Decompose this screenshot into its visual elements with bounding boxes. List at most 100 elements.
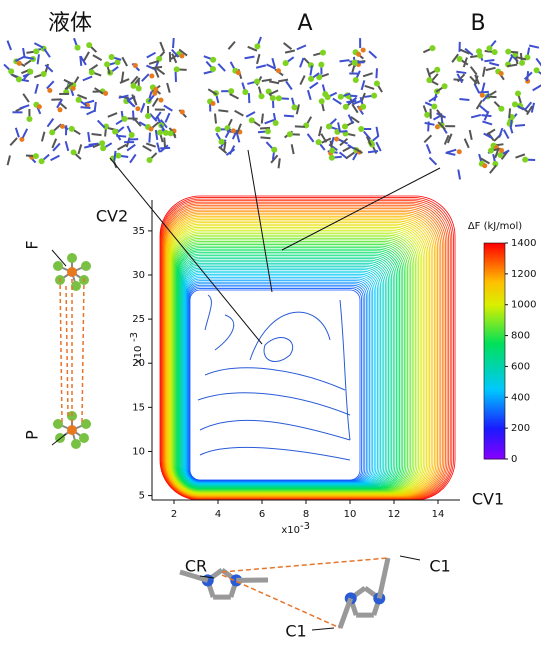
atom (505, 49, 511, 55)
atom (26, 116, 32, 122)
bond (292, 144, 294, 154)
atom (270, 95, 276, 101)
bond (52, 139, 56, 148)
atom (254, 43, 260, 49)
contour-line (187, 279, 372, 482)
contour-line (179, 254, 397, 488)
atom (131, 83, 137, 89)
bond (122, 72, 123, 82)
atom (265, 128, 271, 134)
bond (51, 156, 60, 161)
bond (470, 130, 472, 140)
contour-line (185, 273, 378, 484)
distance-line (60, 278, 62, 422)
atom (431, 104, 437, 110)
colorbar-tick-label: 800 (511, 331, 530, 342)
panel-label: 液体 (48, 11, 92, 36)
contour-line (185, 274, 376, 483)
atom (486, 45, 492, 51)
atom (47, 88, 52, 93)
bond (257, 54, 260, 64)
atom (76, 97, 82, 103)
bond (157, 143, 160, 153)
bond (23, 94, 29, 102)
bond (284, 43, 292, 49)
atom (17, 61, 22, 66)
atom (482, 163, 487, 168)
distance-line (66, 286, 68, 416)
atom (16, 76, 22, 82)
bond (142, 74, 149, 81)
contour-line (198, 393, 350, 415)
atom (442, 83, 448, 89)
atom (60, 124, 65, 129)
bond (256, 65, 266, 67)
bond (340, 598, 351, 628)
contour-line (181, 262, 389, 486)
contour-line (182, 265, 385, 485)
bond (427, 144, 431, 153)
distance-line (222, 575, 340, 628)
contour-line (264, 338, 293, 362)
bond (262, 114, 263, 124)
bond (286, 81, 292, 89)
atom (334, 137, 339, 142)
atom (112, 129, 118, 135)
atom (374, 81, 380, 87)
bond (527, 71, 528, 81)
bond (78, 144, 81, 154)
bond (484, 60, 494, 61)
bond (235, 111, 244, 116)
atom (58, 107, 63, 112)
atom (122, 116, 128, 122)
bond (515, 125, 525, 126)
atom (512, 101, 518, 107)
bond (8, 155, 10, 165)
bond (34, 43, 43, 48)
bond (47, 81, 54, 88)
contour-line (205, 368, 345, 390)
contour-line (189, 287, 363, 481)
atom (89, 69, 95, 75)
bond (483, 67, 485, 77)
colorbar-tick-label: 1200 (511, 269, 536, 280)
bond (141, 103, 145, 112)
bond (118, 145, 127, 150)
bond (480, 106, 488, 112)
contour-line (190, 290, 360, 480)
bond (10, 138, 17, 145)
atom (153, 87, 158, 92)
atom (174, 66, 180, 72)
bond (35, 84, 38, 94)
bond (489, 63, 499, 66)
colorbar-tick-label: 1400 (511, 238, 536, 249)
atom (424, 112, 430, 118)
bond (352, 104, 357, 112)
bond (504, 130, 509, 139)
bond (379, 558, 388, 598)
bond (146, 143, 155, 146)
bond (92, 134, 102, 135)
atom (283, 60, 289, 66)
atom (228, 88, 234, 94)
atom (515, 90, 521, 96)
panel-label: B (470, 11, 485, 36)
bond (308, 134, 314, 142)
bond (164, 138, 165, 148)
y-tick-label: 25 (132, 314, 145, 325)
bond (376, 142, 380, 151)
atom (326, 124, 332, 130)
bond (167, 83, 170, 93)
bond (245, 57, 255, 59)
atom (457, 56, 463, 62)
bond (300, 76, 304, 85)
atom (322, 91, 328, 97)
bond (458, 170, 460, 180)
atom (103, 91, 108, 96)
atom (358, 126, 364, 132)
bond (88, 132, 89, 142)
colorbar-tick-label: 400 (511, 392, 530, 403)
bond (308, 90, 311, 100)
bond (340, 60, 350, 61)
bond (536, 58, 541, 66)
